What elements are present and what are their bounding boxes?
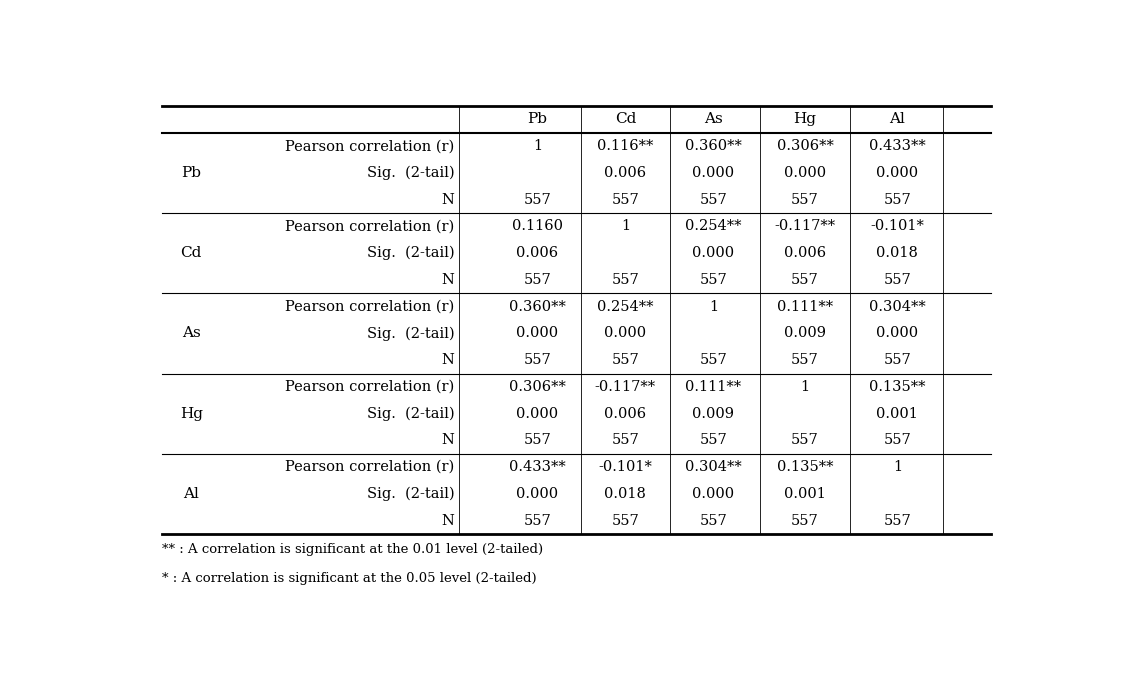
Text: 557: 557 bbox=[883, 434, 911, 447]
Text: 0.360**: 0.360** bbox=[508, 300, 566, 314]
Text: Hg: Hg bbox=[180, 407, 202, 421]
Text: 1: 1 bbox=[709, 300, 718, 314]
Text: 557: 557 bbox=[612, 434, 639, 447]
Text: 0.006: 0.006 bbox=[516, 246, 558, 260]
Text: 557: 557 bbox=[523, 353, 551, 367]
Text: 0.001: 0.001 bbox=[784, 487, 826, 501]
Text: 0.111**: 0.111** bbox=[685, 380, 741, 394]
Text: -0.117**: -0.117** bbox=[595, 380, 656, 394]
Text: -0.117**: -0.117** bbox=[774, 220, 836, 233]
Text: 557: 557 bbox=[523, 434, 551, 447]
Text: 557: 557 bbox=[523, 273, 551, 287]
Text: 0.306**: 0.306** bbox=[508, 380, 566, 394]
Text: 0.1160: 0.1160 bbox=[512, 220, 562, 233]
Text: N: N bbox=[442, 353, 454, 367]
Text: Hg: Hg bbox=[793, 113, 817, 126]
Text: Pearson correlation (r): Pearson correlation (r) bbox=[286, 300, 454, 314]
Text: 557: 557 bbox=[883, 353, 911, 367]
Text: 557: 557 bbox=[791, 193, 819, 206]
Text: Pb: Pb bbox=[528, 113, 548, 126]
Text: 557: 557 bbox=[523, 193, 551, 206]
Text: N: N bbox=[442, 514, 454, 528]
Text: As: As bbox=[182, 327, 200, 340]
Text: 0.135**: 0.135** bbox=[776, 460, 834, 474]
Text: Sig.  (2-tail): Sig. (2-tail) bbox=[367, 406, 454, 421]
Text: 557: 557 bbox=[612, 353, 639, 367]
Text: As: As bbox=[704, 113, 723, 126]
Text: -0.101*: -0.101* bbox=[871, 220, 925, 233]
Text: 0.433**: 0.433** bbox=[868, 139, 926, 153]
Text: 0.018: 0.018 bbox=[604, 487, 647, 501]
Text: 557: 557 bbox=[523, 514, 551, 528]
Text: 0.006: 0.006 bbox=[784, 246, 826, 260]
Text: 0.001: 0.001 bbox=[876, 407, 918, 421]
Text: 557: 557 bbox=[612, 514, 639, 528]
Text: 0.000: 0.000 bbox=[692, 246, 735, 260]
Text: 0.254**: 0.254** bbox=[597, 300, 654, 314]
Text: Sig.  (2-tail): Sig. (2-tail) bbox=[367, 486, 454, 501]
Text: Pearson correlation (r): Pearson correlation (r) bbox=[286, 380, 454, 394]
Text: N: N bbox=[442, 273, 454, 287]
Text: 557: 557 bbox=[700, 514, 728, 528]
Text: 557: 557 bbox=[791, 434, 819, 447]
Text: Sig.  (2-tail): Sig. (2-tail) bbox=[367, 246, 454, 261]
Text: Pearson correlation (r): Pearson correlation (r) bbox=[286, 220, 454, 233]
Text: 557: 557 bbox=[700, 434, 728, 447]
Text: 557: 557 bbox=[791, 353, 819, 367]
Text: 0.254**: 0.254** bbox=[685, 220, 741, 233]
Text: 0.304**: 0.304** bbox=[685, 460, 741, 474]
Text: N: N bbox=[442, 434, 454, 447]
Text: 0.135**: 0.135** bbox=[870, 380, 926, 394]
Text: 557: 557 bbox=[791, 273, 819, 287]
Text: 0.009: 0.009 bbox=[784, 327, 826, 340]
Text: ** : A correlation is significant at the 0.01 level (2-tailed): ** : A correlation is significant at the… bbox=[162, 543, 543, 556]
Text: Cd: Cd bbox=[614, 113, 636, 126]
Text: 557: 557 bbox=[612, 273, 639, 287]
Text: 0.000: 0.000 bbox=[604, 327, 647, 340]
Text: * : A correlation is significant at the 0.05 level (2-tailed): * : A correlation is significant at the … bbox=[162, 572, 537, 585]
Text: 557: 557 bbox=[883, 273, 911, 287]
Text: 0.018: 0.018 bbox=[876, 246, 918, 260]
Text: 0.000: 0.000 bbox=[516, 487, 558, 501]
Text: 557: 557 bbox=[883, 514, 911, 528]
Text: 0.000: 0.000 bbox=[692, 487, 735, 501]
Text: 1: 1 bbox=[893, 460, 902, 474]
Text: 0.000: 0.000 bbox=[692, 166, 735, 180]
Text: 0.006: 0.006 bbox=[604, 166, 647, 180]
Text: Pearson correlation (r): Pearson correlation (r) bbox=[286, 139, 454, 153]
Text: 1: 1 bbox=[800, 380, 810, 394]
Text: 0.000: 0.000 bbox=[516, 407, 558, 421]
Text: 0.304**: 0.304** bbox=[868, 300, 926, 314]
Text: Sig.  (2-tail): Sig. (2-tail) bbox=[367, 327, 454, 340]
Text: 557: 557 bbox=[700, 353, 728, 367]
Text: 1: 1 bbox=[533, 139, 542, 153]
Text: 1: 1 bbox=[621, 220, 630, 233]
Text: Sig.  (2-tail): Sig. (2-tail) bbox=[367, 166, 454, 180]
Text: 557: 557 bbox=[700, 193, 728, 206]
Text: 0.000: 0.000 bbox=[516, 327, 558, 340]
Text: 0.111**: 0.111** bbox=[777, 300, 832, 314]
Text: 557: 557 bbox=[883, 193, 911, 206]
Text: 0.006: 0.006 bbox=[604, 407, 647, 421]
Text: -0.101*: -0.101* bbox=[598, 460, 652, 474]
Text: 557: 557 bbox=[791, 514, 819, 528]
Text: 0.360**: 0.360** bbox=[685, 139, 741, 153]
Text: Al: Al bbox=[183, 487, 199, 501]
Text: 557: 557 bbox=[700, 273, 728, 287]
Text: Pearson correlation (r): Pearson correlation (r) bbox=[286, 460, 454, 474]
Text: 557: 557 bbox=[612, 193, 639, 206]
Text: 0.433**: 0.433** bbox=[508, 460, 566, 474]
Text: N: N bbox=[442, 193, 454, 206]
Text: Al: Al bbox=[890, 113, 906, 126]
Text: 0.116**: 0.116** bbox=[597, 139, 654, 153]
Text: 0.009: 0.009 bbox=[693, 407, 735, 421]
Text: Cd: Cd bbox=[180, 246, 201, 260]
Text: Pb: Pb bbox=[181, 166, 201, 180]
Text: 0.000: 0.000 bbox=[876, 327, 918, 340]
Text: 0.306**: 0.306** bbox=[776, 139, 834, 153]
Text: 0.000: 0.000 bbox=[784, 166, 826, 180]
Text: 0.000: 0.000 bbox=[876, 166, 918, 180]
